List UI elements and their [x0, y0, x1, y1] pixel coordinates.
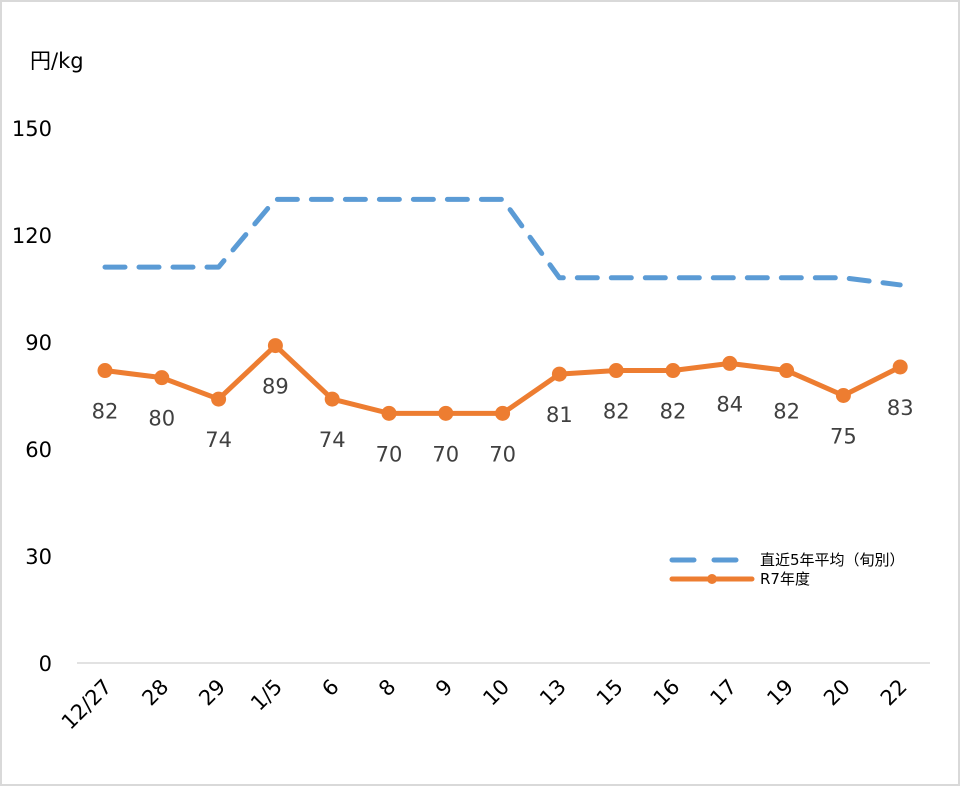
x-tick-label: 17: [705, 675, 741, 711]
data-labels: 82 80 74 89 74 70 70 70 81 82 82 84 82 75 83: [92, 375, 914, 467]
x-tick-label: 13: [535, 675, 571, 711]
y-tick-label: 120: [12, 224, 52, 248]
data-point-marker: [211, 391, 227, 407]
y-tick-label: 60: [25, 438, 52, 462]
data-label: 89: [262, 375, 289, 399]
x-tick-label: 10: [478, 675, 514, 711]
y-tick-label: 150: [12, 117, 52, 141]
data-point-marker: [665, 363, 681, 379]
data-point-marker: [892, 359, 908, 375]
x-tick-label: 16: [649, 675, 685, 711]
avg-line: [102, 196, 903, 288]
data-label: 70: [376, 442, 403, 466]
data-label: 74: [205, 428, 232, 452]
data-point-marker: [608, 363, 624, 379]
data-label: 81: [546, 403, 573, 427]
y-tick-label: 90: [25, 331, 52, 355]
data-point-marker: [154, 370, 170, 386]
data-point-marker: [779, 363, 795, 379]
legend: 直近5年平均（旬別） R7年度: [669, 551, 905, 588]
x-tick-label: 15: [592, 675, 628, 711]
legend-label-r7: R7年度: [760, 570, 810, 588]
x-tick-label: 20: [819, 675, 855, 711]
x-tick-label: 29: [194, 675, 230, 711]
x-tick-label: 8: [374, 675, 400, 701]
y-tick-label: 0: [39, 652, 52, 676]
y-tick-label: 30: [25, 545, 52, 569]
data-label: 84: [716, 392, 743, 416]
x-tick-label: 12/27: [57, 675, 117, 735]
data-label: 82: [773, 400, 800, 424]
data-point-marker: [495, 405, 511, 421]
data-label: 80: [148, 407, 175, 431]
legend-label-avg: 直近5年平均（旬別）: [760, 551, 905, 569]
data-point-marker: [267, 338, 283, 354]
x-tick-label: 1/5: [246, 675, 287, 716]
y-axis-unit-label: 円/kg: [30, 49, 84, 73]
data-label: 82: [660, 400, 687, 424]
data-label: 70: [432, 442, 459, 466]
x-tick-label: 19: [762, 675, 798, 711]
data-point-marker: [722, 355, 738, 371]
data-label: 82: [603, 400, 630, 424]
legend-marker-icon: [707, 574, 717, 584]
data-point-marker: [97, 363, 113, 379]
data-label: 83: [887, 396, 914, 420]
series-5yr-average: [102, 196, 903, 288]
x-tick-label: 22: [876, 675, 912, 711]
data-point-marker: [381, 405, 397, 421]
data-point-marker: [324, 391, 340, 407]
data-point-marker: [835, 388, 851, 403]
data-label: 82: [92, 400, 119, 424]
series-r7: [97, 338, 908, 421]
x-tick-label: 9: [431, 675, 457, 701]
x-tick-label: 6: [317, 675, 343, 701]
x-axis: 12/27 28 29 1/5 6 8 9 10 13 15 16 17 19 20 22: [57, 675, 912, 735]
data-point-marker: [438, 405, 454, 421]
y-axis: 0 30 60 90 120 150: [12, 117, 52, 676]
data-label: 70: [489, 442, 516, 466]
data-label: 75: [830, 425, 857, 449]
data-label: 74: [319, 428, 346, 452]
x-tick-label: 28: [137, 675, 173, 711]
data-point-marker: [551, 366, 567, 382]
